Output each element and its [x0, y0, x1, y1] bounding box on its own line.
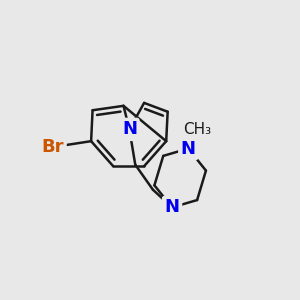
Text: CH₃: CH₃	[183, 122, 211, 137]
Text: Br: Br	[42, 138, 64, 156]
Text: N: N	[165, 198, 180, 216]
Text: N: N	[122, 120, 137, 138]
Text: N: N	[181, 140, 196, 158]
